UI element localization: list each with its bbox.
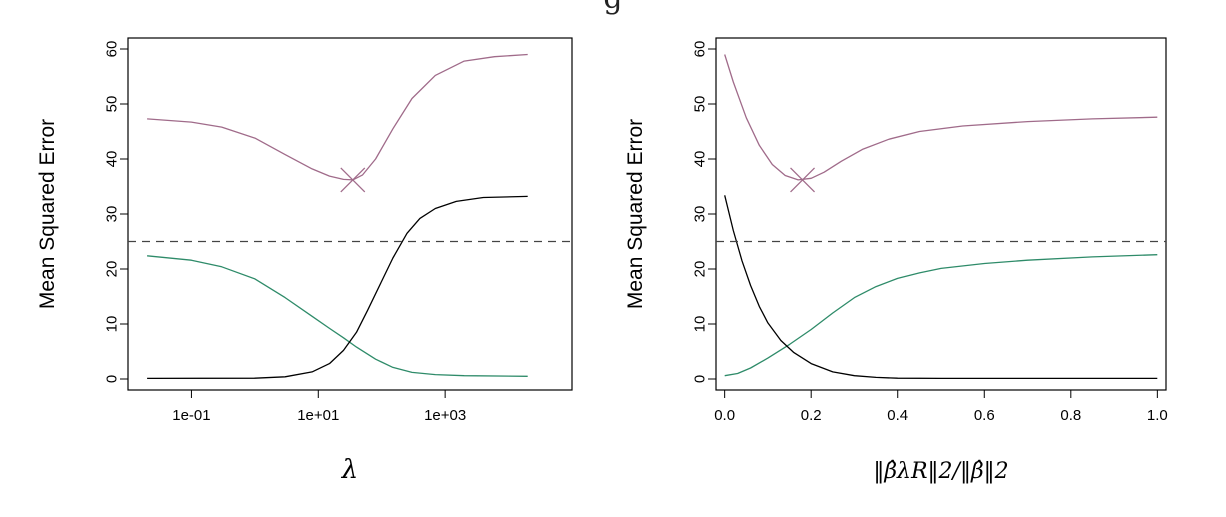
min-marker <box>340 167 366 193</box>
x-axis-title: ‖β̂λR‖2/‖β̂‖2 <box>873 459 1008 484</box>
series-line-variance <box>147 255 528 377</box>
x-tick-label: 1e-01 <box>172 407 210 424</box>
x-tick-label: 0.0 <box>714 407 735 424</box>
y-tick-label: 60 <box>104 41 121 58</box>
y-tick-label: 50 <box>692 96 709 113</box>
y-axis-title: Mean Squared Error <box>624 119 647 309</box>
x-tick-label: 1.0 <box>1147 407 1168 424</box>
x-tick-label: 1e+01 <box>297 407 339 424</box>
x-axis-title: λ <box>341 455 358 485</box>
chart-panel-2: 0.0 0.2 0.4 0.6 0.8 1.0 0 10 20 30 40 50 60 Mean Squa… <box>624 37 1168 484</box>
y-tick-label: 10 <box>692 316 709 333</box>
x-tick-label: 0.4 <box>887 407 908 424</box>
x-tick-label: 0.2 <box>801 407 822 424</box>
y-axis-title: Mean Squared Error <box>36 119 59 309</box>
series-line-bias <box>147 195 528 380</box>
min-marker-stroke <box>340 167 366 193</box>
y-tick-label: 40 <box>104 151 121 168</box>
series-line-variance <box>724 254 1158 377</box>
y-tick-label: 0 <box>104 375 121 383</box>
chart-panel-1: 1e-01 1e+01 1e+03 0 10 20 30 40 50 60 Mean Squared… <box>36 37 573 485</box>
series-line-bias <box>724 195 1158 380</box>
series-line-test_mse <box>724 54 1158 181</box>
y-tick-label: 30 <box>692 206 709 223</box>
y-tick-label: 50 <box>104 96 121 113</box>
x-tick-label: 0.8 <box>1060 407 1081 424</box>
y-tick-label: 60 <box>692 41 709 58</box>
y-tick-label: 0 <box>692 375 709 383</box>
page-header-fragment: g <box>0 0 1226 26</box>
min-marker <box>790 167 815 193</box>
plot-frame <box>127 37 573 391</box>
plot-frame <box>715 37 1167 391</box>
y-tick-label: 20 <box>692 261 709 278</box>
y-tick-label: 10 <box>104 316 121 333</box>
min-marker-stroke <box>790 167 815 193</box>
y-tick-label: 40 <box>692 151 709 168</box>
x-tick-label: 1e+03 <box>424 407 466 424</box>
series-line-test_mse <box>147 53 528 181</box>
y-tick-label: 30 <box>104 206 121 223</box>
x-tick-label: 0.6 <box>974 407 995 424</box>
y-tick-label: 20 <box>104 261 121 278</box>
